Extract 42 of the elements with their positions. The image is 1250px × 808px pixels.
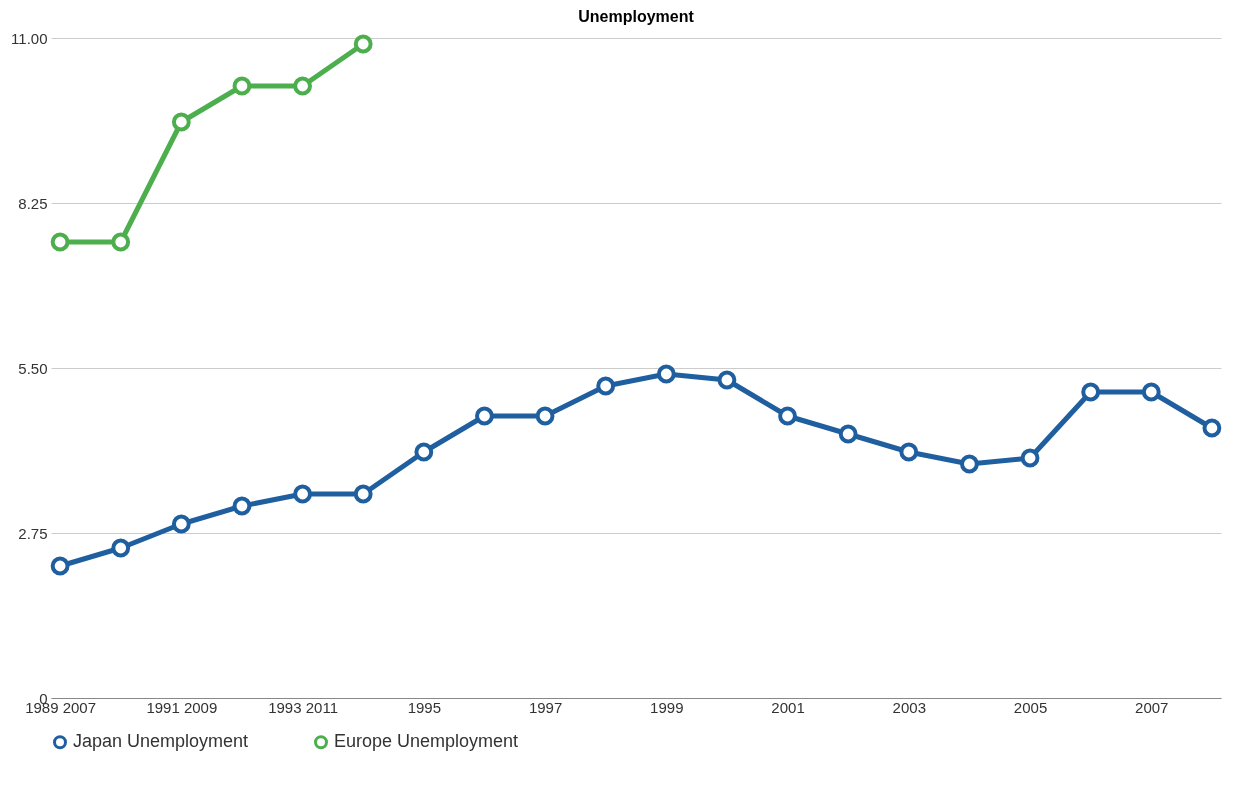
chart-title: Unemployment: [578, 7, 695, 25]
point: [1081, 382, 1101, 402]
point: [111, 538, 131, 558]
point: [596, 376, 616, 396]
point: [293, 76, 312, 96]
point: [656, 364, 676, 384]
point: [717, 370, 737, 390]
point: [232, 76, 252, 96]
point: [414, 442, 434, 462]
point: [353, 484, 373, 504]
point: [50, 232, 70, 252]
x-tick-label: 2003: [892, 698, 926, 716]
y-tick-label: 11.00: [11, 29, 48, 47]
x-tick-label: 1995: [407, 698, 442, 716]
point: [1020, 448, 1040, 468]
point: [171, 112, 191, 132]
point: [232, 496, 252, 516]
point: [293, 484, 312, 504]
legend-label: Japan Unemployment: [73, 731, 249, 752]
x-tick-label: 1997: [528, 698, 563, 716]
x-tick-label: 2007: [1135, 698, 1169, 716]
point: [111, 232, 131, 252]
point: [475, 406, 494, 426]
point: [1202, 418, 1222, 438]
y-tick-label: 8.25: [18, 194, 48, 212]
legend-label: Europe Unemployment: [334, 731, 519, 752]
x-tick-label: 2005: [1013, 698, 1048, 716]
point: [960, 454, 979, 474]
y-tick-label: 5.50: [18, 359, 48, 377]
point: [171, 514, 191, 534]
point: [535, 406, 555, 426]
point: [50, 556, 70, 576]
point: [838, 424, 858, 444]
point: [778, 406, 797, 426]
x-tick-label: 1999: [650, 698, 684, 716]
x-tick-label: 2001: [771, 698, 805, 716]
x-tick-label: 1993 2011: [268, 698, 338, 716]
x-tick-label: 1991 2009: [146, 698, 218, 716]
point: [353, 34, 373, 54]
point: [899, 442, 919, 462]
y-tick-label: 2.75: [18, 524, 48, 542]
point: [1141, 382, 1161, 402]
